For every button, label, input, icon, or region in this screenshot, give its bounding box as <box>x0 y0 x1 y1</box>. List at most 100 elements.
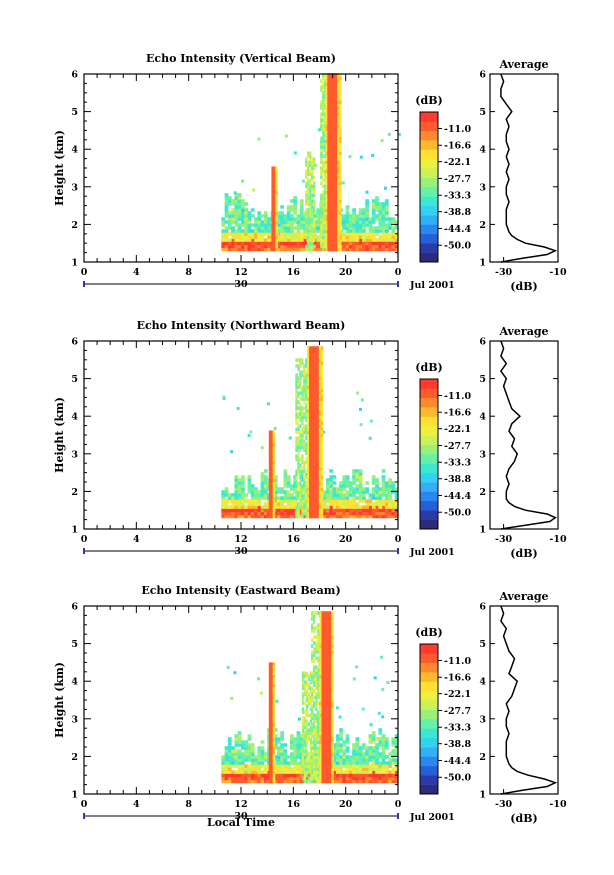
spike-cell <box>310 659 314 663</box>
spike-cell <box>327 85 330 89</box>
clutter-cell <box>293 208 298 212</box>
clutter-cell <box>231 758 235 762</box>
spike-cell <box>271 169 274 174</box>
colorbar-segment <box>420 243 438 253</box>
spike-cell <box>319 638 322 642</box>
spike-cell <box>309 346 312 350</box>
clutter-cell <box>355 767 360 771</box>
y-tick-label: 1 <box>71 525 78 536</box>
surface-cell <box>237 244 242 249</box>
spike-cell <box>331 97 334 101</box>
clutter-cell <box>368 755 373 759</box>
clutter-cell <box>345 502 350 506</box>
clutter-cell <box>335 761 340 765</box>
clutter-cell <box>371 737 376 741</box>
spike-cell <box>314 382 318 386</box>
surface-cell <box>231 511 235 516</box>
spike-cell <box>331 136 334 140</box>
spike-cell <box>339 151 342 155</box>
clutter-cell <box>378 761 383 765</box>
spike-cell <box>312 725 316 730</box>
clutter-cell <box>237 752 242 756</box>
spike-cell <box>268 767 272 772</box>
spike-cell <box>305 376 308 380</box>
spike-cell <box>307 436 310 441</box>
clutter-cell <box>227 761 232 765</box>
spike-cell <box>268 490 272 495</box>
spike-cell <box>270 755 274 760</box>
surface-cell <box>332 770 337 775</box>
clutter-cell <box>234 217 239 221</box>
spike-cell <box>310 689 314 693</box>
clutter-cell <box>280 770 285 774</box>
clutter-cell <box>394 220 399 224</box>
spike-cell <box>312 689 316 693</box>
clutter-cell <box>388 223 392 227</box>
spike-cell <box>327 160 330 164</box>
spike-cell <box>305 511 308 516</box>
spike-cell <box>305 415 308 419</box>
spike-cell <box>305 472 308 477</box>
spike-cell <box>268 761 272 766</box>
clutter-cell <box>335 487 340 491</box>
clutter-cell <box>332 502 337 506</box>
spike-cell <box>319 731 322 736</box>
spike-cell <box>323 659 326 663</box>
spike-cell <box>272 752 276 757</box>
clutter-cell <box>391 752 396 756</box>
clutter-cell <box>231 202 235 206</box>
spike-cell <box>333 157 336 161</box>
spike-cell <box>268 457 272 462</box>
spike-cell <box>320 427 324 431</box>
spike-cell <box>275 199 278 204</box>
clutter-cell <box>371 220 376 224</box>
colorbar-segment <box>420 416 438 427</box>
spike-cell <box>324 205 327 210</box>
surface-cell <box>244 779 249 784</box>
clutter-cell <box>257 211 262 215</box>
spike-cell <box>323 704 326 709</box>
spike-cell <box>322 232 325 237</box>
surface-cell <box>257 776 262 781</box>
colorbar-frame <box>419 111 439 263</box>
surface-cell <box>244 511 249 516</box>
clutter-cell <box>371 235 376 239</box>
clutter-cell <box>231 208 235 212</box>
spike-cell <box>301 499 304 504</box>
spike-cell <box>316 740 320 745</box>
spike-cell <box>309 388 312 392</box>
spike-cell <box>301 394 304 398</box>
clutter-cell <box>283 238 288 242</box>
spike-cell <box>299 403 302 407</box>
spike-cell <box>314 355 318 359</box>
spike-cell <box>307 439 310 444</box>
clutter-cell <box>234 758 239 762</box>
spike-cell <box>333 226 336 231</box>
spike-cell <box>339 133 342 137</box>
clutter-cell <box>250 484 255 488</box>
spike-cell <box>339 115 342 119</box>
surface-cell <box>358 244 363 249</box>
spike-cell <box>307 211 310 216</box>
surface-cell <box>345 247 350 252</box>
clutter-cell <box>296 229 301 233</box>
scatter-cell <box>365 190 369 194</box>
spike-cell <box>271 199 274 204</box>
spike-cell <box>301 433 304 438</box>
spike-cell <box>314 698 318 703</box>
spike-cell <box>337 112 340 116</box>
profile-frame <box>489 340 559 530</box>
clutter-cell <box>247 229 252 233</box>
spike-cell <box>268 665 272 669</box>
surface-cell <box>365 514 370 519</box>
clutter-cell <box>221 490 226 494</box>
spike-cell <box>268 770 272 775</box>
surface-cell <box>362 773 366 778</box>
surface-cell <box>342 247 347 252</box>
spike-cell <box>316 430 320 434</box>
panel-title: Echo Intensity (Eastward Beam) <box>141 584 340 597</box>
scatter-cell <box>359 407 363 411</box>
scatter-cell <box>230 450 234 454</box>
spike-cell <box>268 686 272 690</box>
spike-cell <box>320 175 323 180</box>
